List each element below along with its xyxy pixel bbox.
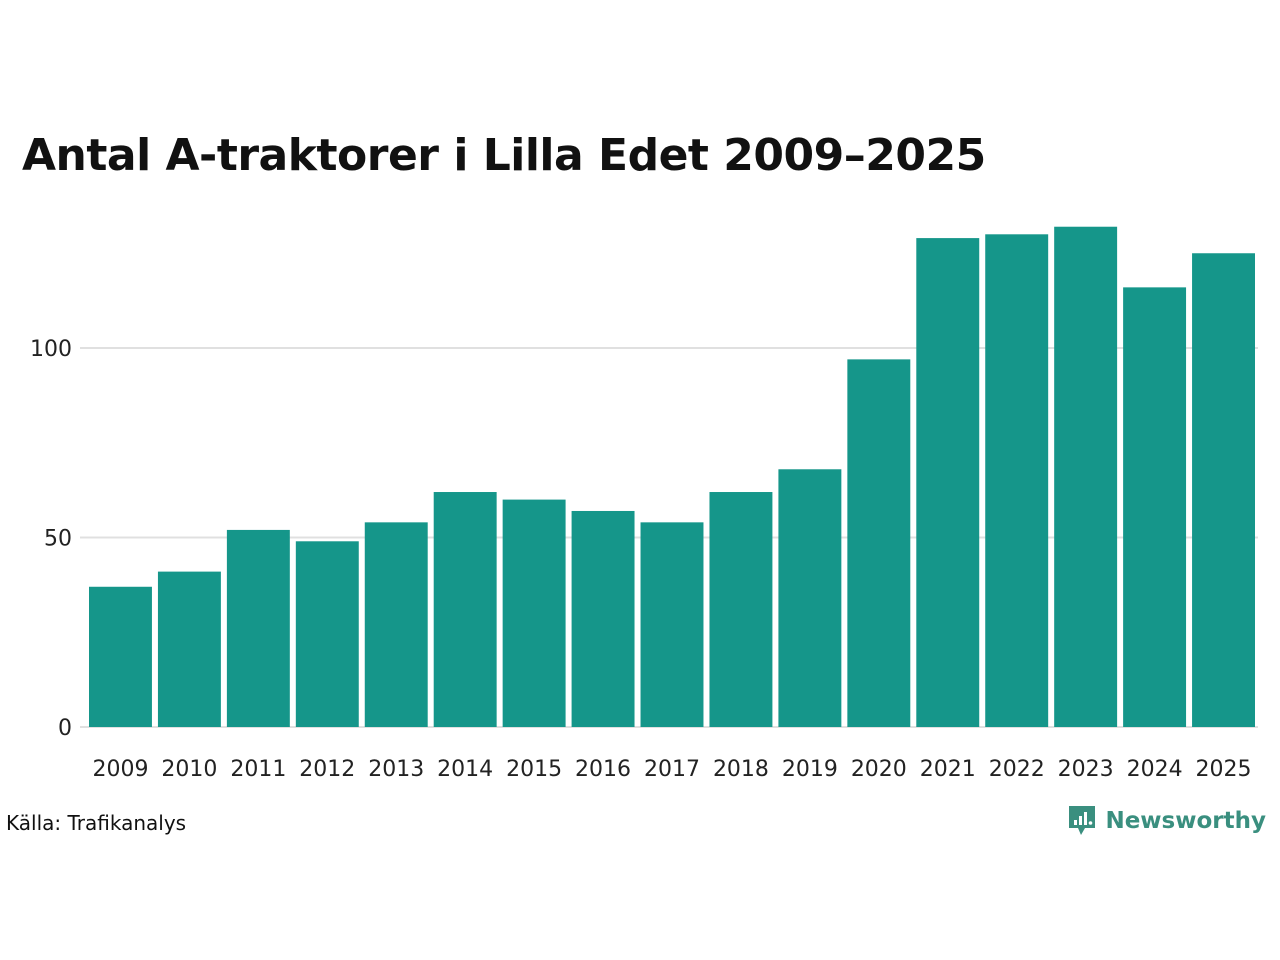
bar-2025 xyxy=(1192,253,1255,727)
x-tick-label: 2025 xyxy=(1196,757,1252,782)
bar-2017 xyxy=(640,522,704,727)
bar-2015 xyxy=(502,499,566,727)
x-tick-label: 2013 xyxy=(368,757,424,782)
bar-2022 xyxy=(985,234,1049,728)
bar-2016 xyxy=(571,510,635,727)
x-tick-label: 2023 xyxy=(1058,757,1114,782)
y-tick-label: 50 xyxy=(44,527,72,552)
bar-2019 xyxy=(778,469,842,727)
x-tick-label: 2009 xyxy=(92,757,148,782)
bar-2020 xyxy=(847,359,911,727)
bar-2023 xyxy=(1054,226,1118,727)
bar-2010 xyxy=(157,571,221,727)
bar-2011 xyxy=(226,529,290,727)
x-tick-label: 2015 xyxy=(506,757,562,782)
x-tick-label: 2014 xyxy=(437,757,493,782)
bar-2018 xyxy=(709,492,773,727)
y-tick-label: 100 xyxy=(30,337,72,362)
newsworthy-logo-icon xyxy=(1069,806,1096,835)
brand-name: Newsworthy xyxy=(1105,808,1266,834)
x-tick-label: 2011 xyxy=(230,757,286,782)
x-tick-label: 2019 xyxy=(782,757,838,782)
chart-title: Antal A-traktorer i Lilla Edet 2009–2025 xyxy=(22,130,986,181)
bar-2013 xyxy=(364,522,428,727)
bar-2021 xyxy=(916,238,980,727)
x-tick-label: 2012 xyxy=(299,757,355,782)
x-tick-label: 2021 xyxy=(920,757,976,782)
brand-logo: Newsworthy xyxy=(1067,804,1266,838)
bar-2014 xyxy=(433,492,497,727)
source-note: Källa: Trafikanalys xyxy=(6,811,187,835)
y-tick-label: 0 xyxy=(58,716,72,741)
bars xyxy=(89,226,1255,728)
x-tick-label: 2017 xyxy=(644,757,700,782)
x-tick-label: 2020 xyxy=(851,757,907,782)
x-axis-ticks: 2009 2010 2011 2012 2013 2014 2015 2016 2017 2018… xyxy=(92,757,1251,782)
bar-2009 xyxy=(89,586,152,727)
bar-2024 xyxy=(1123,287,1187,727)
y-axis-ticks: 0 50 100 xyxy=(30,337,72,741)
x-tick-label: 2010 xyxy=(161,757,217,782)
x-tick-label: 2024 xyxy=(1127,757,1183,782)
x-tick-label: 2016 xyxy=(575,757,631,782)
bar-2012 xyxy=(295,541,359,727)
x-tick-label: 2022 xyxy=(989,757,1045,782)
x-tick-label: 2018 xyxy=(713,757,769,782)
